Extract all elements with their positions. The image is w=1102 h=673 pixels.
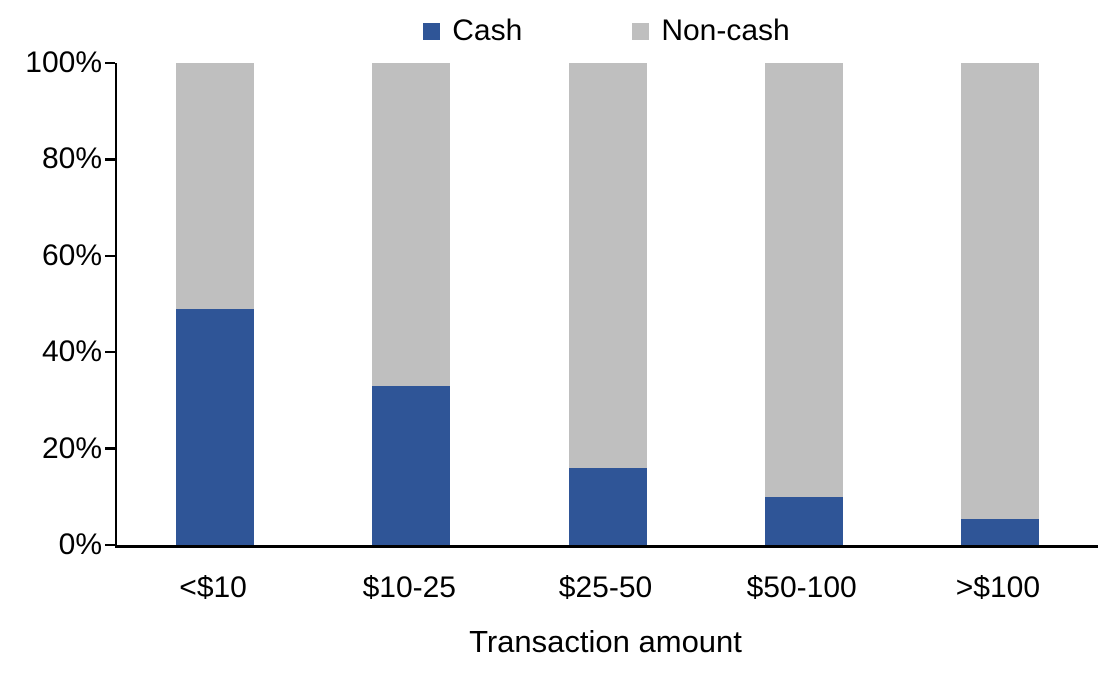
bar-group <box>176 63 255 545</box>
x-category-label: $10-25 <box>362 571 456 604</box>
y-axis-tick <box>105 543 115 547</box>
y-tick-label: 0% <box>58 528 102 561</box>
y-axis-tick <box>105 254 115 258</box>
legend-swatch-icon <box>423 22 441 40</box>
legend-swatch-icon <box>632 22 650 40</box>
plot-area: 0% 20% 40% 60% 80% 100% <box>25 48 1098 560</box>
y-axis-tick <box>105 447 115 450</box>
bar-segment-cash <box>176 308 255 545</box>
y-tick-label: 80% <box>41 142 102 176</box>
legend-label: Non-cash <box>661 14 790 47</box>
legend-label: Cash <box>452 14 523 47</box>
y-axis-tick <box>105 158 115 161</box>
x-axis-category-labels: <$10 $10-25 $25-50 $50-100 >$100 <box>115 570 1096 606</box>
bar-segment-non-cash <box>764 63 843 497</box>
y-axis-tick <box>105 61 115 65</box>
bar-segment-cash <box>568 467 647 545</box>
y-tick-label: 20% <box>41 431 102 465</box>
legend-item-non-cash: Non-cash <box>632 14 790 47</box>
bar-group <box>960 63 1039 545</box>
bar-segment-non-cash <box>372 63 451 386</box>
bar-group <box>372 63 451 545</box>
x-category-label: $50-100 <box>746 571 857 604</box>
y-tick-label: 40% <box>41 335 102 369</box>
x-category-label: $25-50 <box>558 571 653 604</box>
bar-segment-cash <box>960 518 1039 545</box>
y-axis-tick <box>105 350 115 354</box>
bar-group <box>764 63 843 545</box>
x-category-label: <$10 <box>179 571 247 604</box>
x-axis-title: Transaction amount <box>469 624 742 659</box>
y-tick-label: 60% <box>41 238 102 272</box>
bar-segment-cash <box>764 496 843 545</box>
bar-segment-non-cash <box>176 63 255 309</box>
y-tick-label: 100% <box>25 46 102 79</box>
x-category-label: >$100 <box>955 571 1041 604</box>
bar-segment-non-cash <box>960 63 1039 519</box>
bar-segment-non-cash <box>568 63 647 468</box>
bar-group <box>568 63 647 545</box>
chart-legend: Cash Non-cash <box>115 10 1098 52</box>
legend-item-cash: Cash <box>423 16 522 46</box>
bar-segment-cash <box>372 385 451 545</box>
